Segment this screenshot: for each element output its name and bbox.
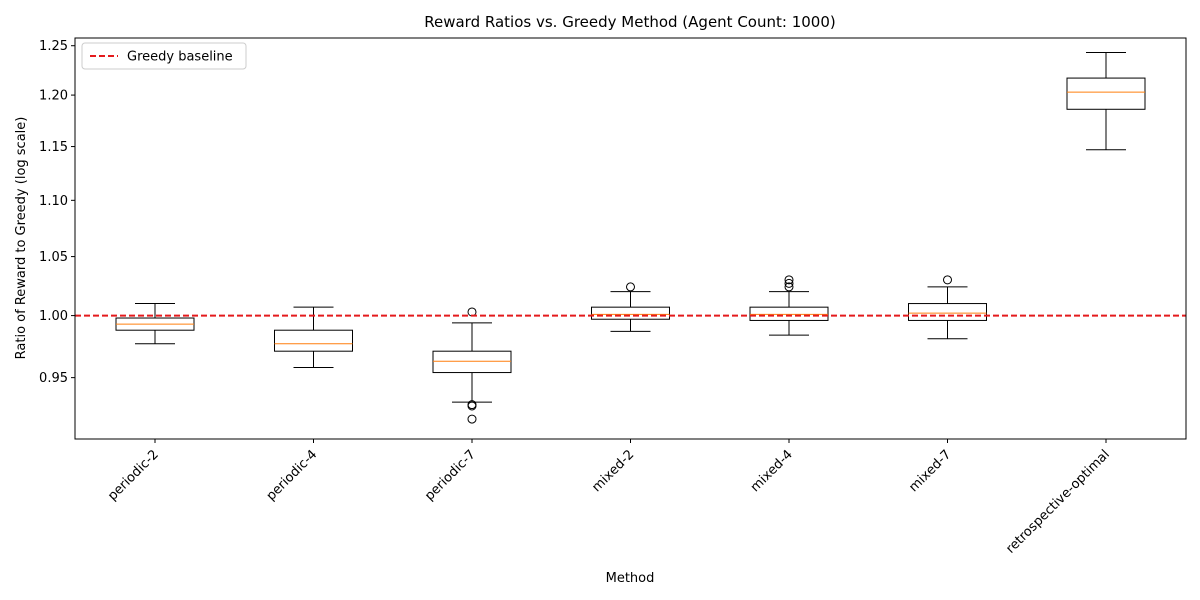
outlier-point — [784, 282, 794, 292]
x-axis-label: Method — [606, 571, 655, 586]
y-tick-label: 1.20 — [39, 89, 68, 104]
outlier-point — [467, 414, 477, 424]
x-tick-label-periodic-7: periodic-7 — [422, 447, 479, 504]
box-periodic-2 — [115, 303, 195, 345]
x-tick-label-retrospective-optimal: retrospective-optimal — [1003, 447, 1112, 556]
box-periodic-7 — [432, 307, 512, 424]
outlier-point — [467, 400, 477, 410]
y-tick-label: 1.05 — [39, 250, 68, 265]
y-tick-label: 1.00 — [39, 309, 68, 324]
box-body — [1066, 77, 1146, 110]
outlier-point — [784, 275, 794, 285]
x-tick-label-mixed-2: mixed-2 — [589, 447, 637, 495]
legend: Greedy baseline — [81, 42, 247, 70]
plot-frame — [74, 37, 1187, 440]
outlier-point — [943, 275, 952, 285]
y-axis-label: Ratio of Reward to Greedy (log scale) — [14, 117, 29, 360]
y-tick-label: 1.10 — [39, 194, 68, 209]
box-periodic-4 — [274, 306, 353, 368]
box-mixed-7 — [908, 275, 987, 340]
chart-title: Reward Ratios vs. Greedy Method (Agent C… — [424, 13, 835, 31]
legend-frame — [81, 42, 247, 70]
box-body — [591, 306, 670, 320]
x-axis: periodic-2 periodic-4 periodic-7 mixed-2 mix… — [105, 439, 1113, 557]
box-retrospective-optimal — [1066, 52, 1146, 151]
x-tick-label-periodic-2: periodic-2 — [105, 447, 162, 504]
box-body — [749, 306, 829, 321]
x-tick-label-mixed-4: mixed-4 — [748, 447, 796, 495]
outlier-point — [626, 282, 635, 292]
y-tick-label: 1.15 — [39, 140, 68, 155]
box-body — [908, 303, 987, 321]
box-mixed-2 — [591, 282, 670, 332]
y-axis: 0.95 1.00 1.05 1.10 1.15 1.20 1.25 — [39, 39, 75, 386]
outlier-point — [784, 278, 794, 288]
x-tick-label-periodic-4: periodic-4 — [264, 447, 321, 504]
box-body — [432, 350, 512, 374]
x-tick-label-mixed-7: mixed-7 — [906, 447, 954, 495]
y-tick-label: 0.95 — [39, 371, 68, 386]
plot-area — [75, 52, 1186, 424]
legend-label-greedy-baseline: Greedy baseline — [127, 50, 233, 65]
y-tick-label: 1.25 — [39, 39, 68, 54]
box-mixed-4 — [749, 275, 829, 336]
box-body — [274, 329, 353, 352]
